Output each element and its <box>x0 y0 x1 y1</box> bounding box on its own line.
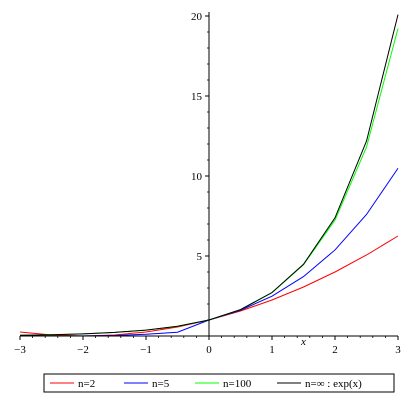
x-tick-label: −3 <box>14 344 26 356</box>
legend-label-4: n=∞ : exp(x) <box>305 378 362 390</box>
axes <box>20 12 398 337</box>
x-tick-label: 2 <box>332 344 338 356</box>
x-tick-label: 0 <box>206 344 212 356</box>
x-axis-label: x <box>300 336 306 348</box>
legend-label-2: n=5 <box>152 378 170 390</box>
legend-label-3: n=100 <box>223 378 252 390</box>
y-tick-label: 5 <box>197 251 203 263</box>
legend: n=2 n=5 n=100 n=∞ : exp(x) <box>43 373 395 393</box>
x-tick-label: −2 <box>77 344 89 356</box>
y-tick-label: 20 <box>191 11 203 23</box>
x-tick-label: −1 <box>140 344 152 356</box>
ticks: −3 −2 −1 0 1 2 3 5 10 15 20 <box>14 11 401 356</box>
legend-label-1: n=2 <box>78 378 95 390</box>
x-tick-label: 3 <box>395 344 401 356</box>
x-tick-label: 1 <box>269 344 275 356</box>
y-tick-label: 10 <box>191 171 203 183</box>
y-tick-label: 15 <box>191 91 203 103</box>
